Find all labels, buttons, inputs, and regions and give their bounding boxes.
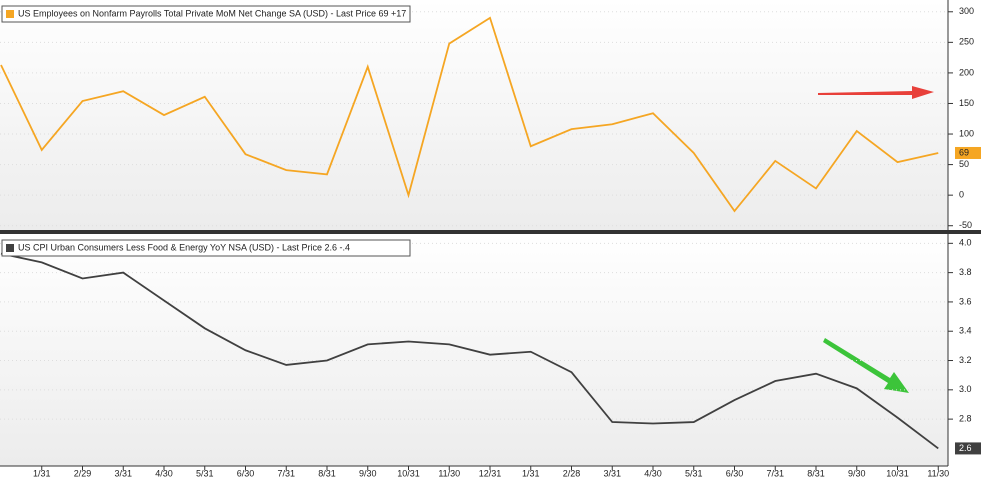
y-tick-label: 100 [959,128,974,138]
series-line [0,16,939,213]
x-tick-label: 2/28 [563,468,581,478]
last-value-tag [955,146,981,159]
legend-swatch [6,244,14,252]
panel-divider [0,230,981,234]
x-tick-label: 9/30 [848,468,866,478]
last-value-tag [955,442,981,455]
y-tick-label: 50 [959,159,969,169]
y-tick-label: 3.4 [959,326,972,336]
x-tick-label: 11/30 [927,468,949,478]
x-tick-label: 5/31 [196,468,214,478]
x-tick-label: 1/31 [522,468,540,478]
x-tick-label: 10/31 [397,468,420,478]
y-tick-label: 150 [959,98,974,108]
x-tick-label: 8/31 [318,468,336,478]
x-tick-label: 4/30 [644,468,662,478]
y-tick-label: 250 [959,37,974,47]
x-tick-label: 6/30 [237,468,255,478]
last-value-label: 69 [959,147,969,157]
legend-text: US Employees on Nonfarm Payrolls Total P… [18,8,406,18]
x-tick-label: 8/31 [807,468,825,478]
y-tick-label: 3.0 [959,384,972,394]
y-tick-label: 300 [959,6,974,16]
y-tick-label: -50 [959,220,972,230]
x-tick-label: 7/31 [277,468,295,478]
y-tick-label: 3.6 [959,296,972,306]
legend-text: US CPI Urban Consumers Less Food & Energ… [18,242,350,252]
x-tick-label: 2/29 [74,468,92,478]
y-tick-label: 0 [959,190,964,200]
x-tick-label: 6/30 [726,468,744,478]
x-tick-label: 12/31 [479,468,502,478]
x-tick-label: 4/30 [155,468,173,478]
x-tick-label: 3/31 [114,468,132,478]
y-tick-label: 3.2 [959,355,972,365]
green-arrow [823,338,909,393]
x-tick-label: 3/31 [603,468,621,478]
x-tick-label: 11/30 [438,468,460,478]
y-tick-label: 2.8 [959,413,972,423]
legend-swatch [6,10,14,18]
x-tick-label: 1/31 [33,468,51,478]
x-tick-label: 9/30 [359,468,377,478]
y-tick-label: 200 [959,67,974,77]
y-tick-label: 4.0 [959,238,972,248]
y-tick-label: 3.8 [959,267,972,277]
red-arrow [818,86,934,99]
legend-box [1,5,411,23]
last-value-label: 2.6 [959,443,972,453]
x-tick-label: 5/31 [685,468,703,478]
x-tick-label: 10/31 [886,468,909,478]
top-panel [0,0,948,231]
legend-box [1,239,411,257]
series-line [0,252,939,450]
x-tick-label: 7/31 [766,468,784,478]
